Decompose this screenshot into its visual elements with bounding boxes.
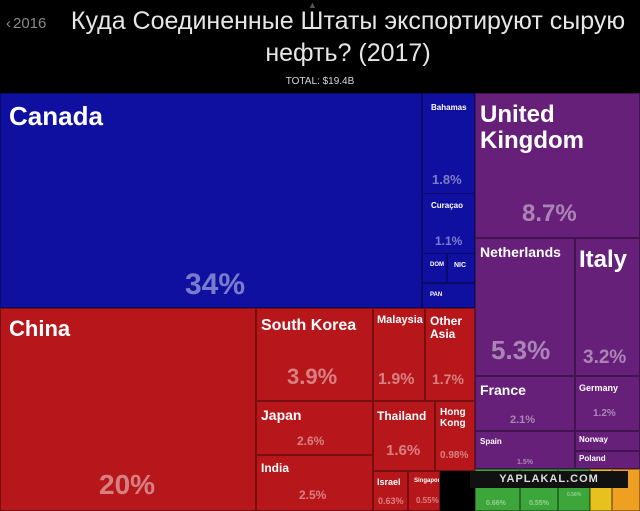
back-link[interactable]: ‹ 2016 <box>6 15 46 32</box>
tile-label: Canada <box>9 101 103 131</box>
treemap-tile-israel[interactable]: Israel 0.63% <box>373 471 408 511</box>
treemap-tile-spain[interactable]: Spain 1.5% <box>475 431 575 469</box>
tile-percent: 1.6% <box>386 442 421 459</box>
tile-percent: 0.56% <box>567 492 582 498</box>
treemap-tile-germany[interactable]: Germany 1.2% <box>575 376 640 431</box>
treemap-tile-china[interactable]: China 20% <box>0 308 256 511</box>
tile-label: Hong Kong <box>440 407 466 429</box>
tile-label: DOM <box>430 262 444 268</box>
tile-percent: 1.9% <box>378 371 415 388</box>
tile-label: Poland <box>579 454 606 463</box>
tile-label: Other Asia <box>430 314 463 341</box>
treemap-tile-curacao[interactable]: Curaçao 1.1% <box>422 193 475 255</box>
tile-label: Norway <box>579 435 608 444</box>
back-year-label: 2016 <box>13 15 47 32</box>
tile-percent: 34% <box>185 268 246 301</box>
tile-label: China <box>9 316 71 341</box>
treemap-tile-singapore[interactable]: Singapore 0.55% <box>408 471 440 511</box>
tile-label: Netherlands <box>480 244 561 260</box>
watermark: YAPLAKAL.COM <box>470 471 628 488</box>
tile-label: Thailand <box>377 409 427 423</box>
tile-percent: 1.8% <box>432 172 462 187</box>
tile-percent: 0.55% <box>529 500 549 507</box>
tile-label: Japan <box>261 407 302 423</box>
tile-label: Bahamas <box>431 103 467 112</box>
tile-percent: 2.6% <box>297 434 325 448</box>
treemap-tile-south-korea[interactable]: South Korea 3.9% <box>256 308 373 401</box>
treemap-tile-united-kingdom[interactable]: United Kingdom 8.7% <box>475 93 640 238</box>
treemap-tile-other-asia[interactable]: Other Asia 1.7% <box>425 308 475 401</box>
tile-label: Italy <box>579 246 628 273</box>
tile-percent: 1.5% <box>517 459 533 466</box>
tile-percent: 3.9% <box>287 364 338 389</box>
total-label: TOTAL: $19.4B <box>285 76 355 87</box>
tile-percent: 0.63% <box>378 496 404 506</box>
treemap-tile-france[interactable]: France 2.1% <box>475 376 575 431</box>
tile-percent: 5.3% <box>491 335 551 365</box>
tile-percent: 0.55% <box>416 496 439 505</box>
tile-label: Israel <box>377 477 401 487</box>
treemap-tile-netherlands[interactable]: Netherlands 5.3% <box>475 238 575 376</box>
tile-label: France <box>480 382 526 398</box>
treemap-tile-pan[interactable]: PAN <box>422 283 475 308</box>
tile-label: Spain <box>480 437 502 446</box>
tile-percent: 3.2% <box>583 347 627 368</box>
tile-percent: 2.1% <box>510 414 536 426</box>
tile-percent: 1.1% <box>435 234 463 248</box>
treemap-tile-malaysia[interactable]: Malaysia 1.9% <box>373 308 425 401</box>
treemap: Canada 34% Bahamas 1.8% Curaçao 1.1% DOM NIC PAN… <box>0 93 640 511</box>
tile-percent: 1.2% <box>593 408 616 419</box>
tile-percent: 8.7% <box>522 200 577 227</box>
tile-label: Singapore <box>414 478 440 484</box>
treemap-tile-poland[interactable]: Poland <box>575 451 640 469</box>
treemap-tile-canada[interactable]: Canada 34% <box>0 93 422 308</box>
treemap-tile-thailand[interactable]: Thailand 1.6% <box>373 401 435 471</box>
tile-label: United Kingdom <box>480 101 584 154</box>
tile-label: Germany <box>579 383 619 393</box>
tile-percent: 0.98% <box>440 450 469 461</box>
treemap-tile-dom[interactable]: DOM <box>422 253 447 283</box>
treemap-tile-hong-kong[interactable]: Hong Kong 0.98% <box>435 401 475 471</box>
tile-label: South Korea <box>261 317 357 334</box>
tile-percent: 2.5% <box>299 488 327 502</box>
treemap-tile-norway[interactable]: Norway <box>575 431 640 451</box>
treemap-tile-nic[interactable]: NIC <box>447 253 475 283</box>
tile-label: Curaçao <box>431 201 464 210</box>
chart-title: Куда Соединенные Штаты экспортируют сыру… <box>70 7 626 67</box>
treemap-tile-japan[interactable]: Japan 2.6% <box>256 401 373 455</box>
tile-percent: 1.7% <box>432 371 464 387</box>
tile-label: India <box>261 461 290 475</box>
bookmark-icon: ▲ <box>308 0 317 10</box>
treemap-tile-italy[interactable]: Italy 3.2% <box>575 238 640 376</box>
tile-percent: 20% <box>99 469 156 500</box>
header-bar: ▲ ‹ 2016 Куда Соединенные Штаты экспортир… <box>0 0 640 93</box>
tile-label: PAN <box>430 292 443 298</box>
tile-percent: 0.66% <box>486 500 506 507</box>
chevron-left-icon: ‹ <box>6 15 11 32</box>
treemap-tile-india[interactable]: India 2.5% <box>256 455 373 511</box>
tile-label: NIC <box>454 262 467 269</box>
tile-label: Malaysia <box>377 314 423 326</box>
